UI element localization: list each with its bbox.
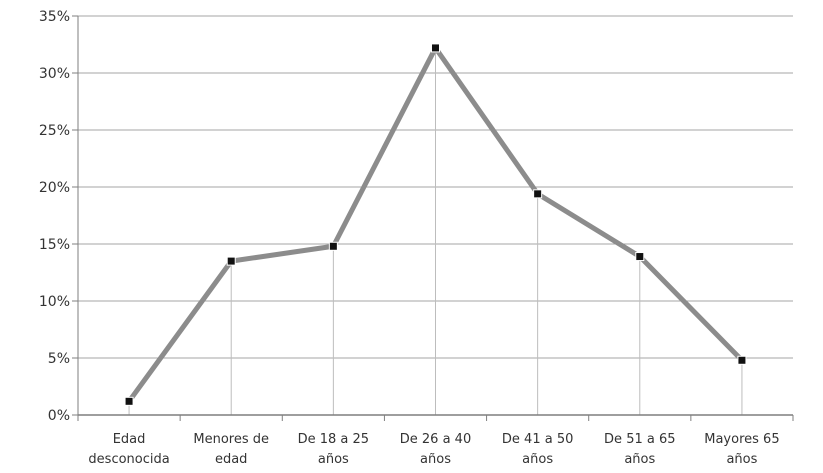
drop-lines bbox=[128, 47, 743, 415]
x-category-label: De 18 a 25 años bbox=[298, 432, 369, 467]
y-tick-label: 15% bbox=[39, 237, 70, 253]
data-point bbox=[328, 241, 338, 251]
x-category-labels: Edad desconocida Menores de edad De 18 a 25 a… bbox=[88, 432, 779, 467]
x-category-label: Edad desconocida bbox=[88, 432, 169, 467]
y-tick-labels: 0% 5% 10% 15% 20% 25% 30% 35% bbox=[39, 9, 70, 424]
y-tick-label: 5% bbox=[48, 351, 70, 367]
y-tick-label: 25% bbox=[39, 123, 70, 139]
y-tick-label: 30% bbox=[39, 66, 70, 82]
axes bbox=[72, 15, 794, 421]
x-category-label: De 26 a 40 años bbox=[400, 432, 471, 467]
data-point bbox=[635, 252, 645, 262]
x-category-label: De 41 a 50 años bbox=[502, 432, 573, 467]
data-point bbox=[226, 256, 236, 266]
data-point bbox=[533, 189, 543, 199]
x-category-label: De 51 a 65 años bbox=[604, 432, 675, 467]
data-point bbox=[737, 355, 747, 365]
x-category-label: Menores de edad bbox=[193, 432, 269, 467]
data-point bbox=[431, 43, 440, 53]
y-tick-label: 35% bbox=[39, 9, 70, 25]
data-markers bbox=[124, 43, 747, 406]
y-tick-label: 0% bbox=[48, 408, 70, 424]
y-tick-label: 20% bbox=[39, 180, 70, 196]
y-tick-label: 10% bbox=[39, 294, 70, 310]
data-point bbox=[124, 396, 134, 406]
x-category-label: Mayores 65 años bbox=[704, 432, 779, 467]
